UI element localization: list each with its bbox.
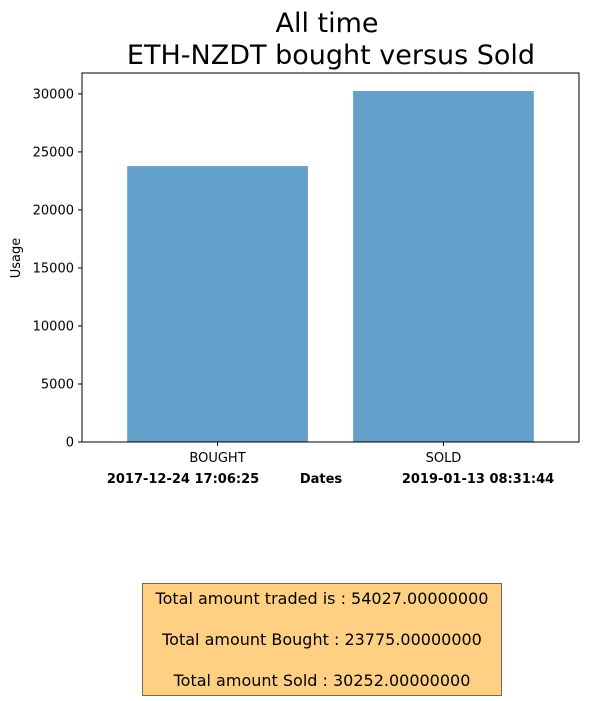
x-axis-ticks: BOUGHT SOLD: [189, 442, 461, 466]
total-traded-text: Total amount traded is : 54027.00000000: [155, 589, 489, 608]
y-axis-ticks: 0 5000 10000 15000 20000 25000 30000: [33, 87, 82, 451]
x-tick-label-bought: BOUGHT: [189, 451, 245, 466]
y-tick-label: 30000: [33, 87, 74, 102]
y-tick-label: 5000: [41, 377, 74, 392]
y-tick-label: 10000: [33, 319, 74, 334]
y-tick-label: 25000: [33, 145, 74, 160]
start-date-label: 2017-12-24 17:06:25: [107, 472, 259, 487]
y-tick-label: 0: [66, 436, 74, 451]
x-tick-label-sold: SOLD: [426, 451, 462, 466]
dates-axis-label: Dates: [300, 472, 343, 487]
plot-area-frame: [81, 72, 580, 443]
bar-sold: [353, 90, 534, 442]
chart-title-line-2: ETH-NZDT bought versus Sold: [127, 40, 535, 71]
chart-title-line-1: All time: [275, 8, 378, 39]
chart-title: All time ETH-NZDT bought versus Sold: [127, 8, 535, 71]
total-bought-text: Total amount Bought : 23775.00000000: [162, 630, 482, 649]
bar-bought: [127, 166, 308, 442]
y-tick-label: 20000: [33, 203, 74, 218]
y-axis-label: Usage: [9, 238, 24, 279]
y-tick-label: 15000: [33, 261, 74, 276]
bars: [127, 90, 534, 442]
total-sold-text: Total amount Sold : 30252.00000000: [173, 671, 471, 690]
summary-box: Total amount traded is : 54027.00000000 …: [142, 583, 502, 696]
end-date-label: 2019-01-13 08:31:44: [402, 472, 554, 487]
